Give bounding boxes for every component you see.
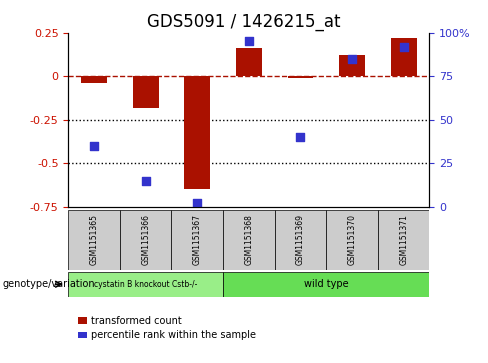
Point [90,143,98,149]
Bar [81,76,107,83]
Bar [184,76,210,189]
Bar [68,272,223,297]
Point [245,38,253,44]
Bar [78,317,87,324]
Text: cystatin B knockout Cstb-/-: cystatin B knockout Cstb-/- [94,280,197,289]
Point [193,200,201,206]
Bar [223,272,429,297]
Text: GSM1151371: GSM1151371 [399,214,408,265]
Bar [287,76,313,78]
Bar [120,210,171,270]
Bar [68,210,120,270]
Text: genotype/variation: genotype/variation [2,279,95,289]
Text: GSM1151365: GSM1151365 [90,214,99,265]
Bar [326,210,378,270]
Text: GDS5091 / 1426215_at: GDS5091 / 1426215_at [147,13,341,31]
Text: GSM1151369: GSM1151369 [296,214,305,265]
Bar [171,210,223,270]
Point [400,44,407,49]
Text: GSM1151368: GSM1151368 [244,214,253,265]
Bar [391,38,417,76]
Text: GSM1151366: GSM1151366 [141,214,150,265]
Bar [78,332,87,338]
Bar [339,55,365,76]
Bar [275,210,326,270]
Text: GSM1151370: GSM1151370 [347,214,357,265]
Bar [236,48,262,76]
Point [348,56,356,62]
Text: transformed count: transformed count [91,315,182,326]
Text: wild type: wild type [304,279,348,289]
Text: GSM1151367: GSM1151367 [193,214,202,265]
Text: percentile rank within the sample: percentile rank within the sample [91,330,256,340]
Point [297,134,305,140]
Bar [133,76,159,107]
Point [142,178,150,184]
Bar [223,210,275,270]
Bar [378,210,429,270]
